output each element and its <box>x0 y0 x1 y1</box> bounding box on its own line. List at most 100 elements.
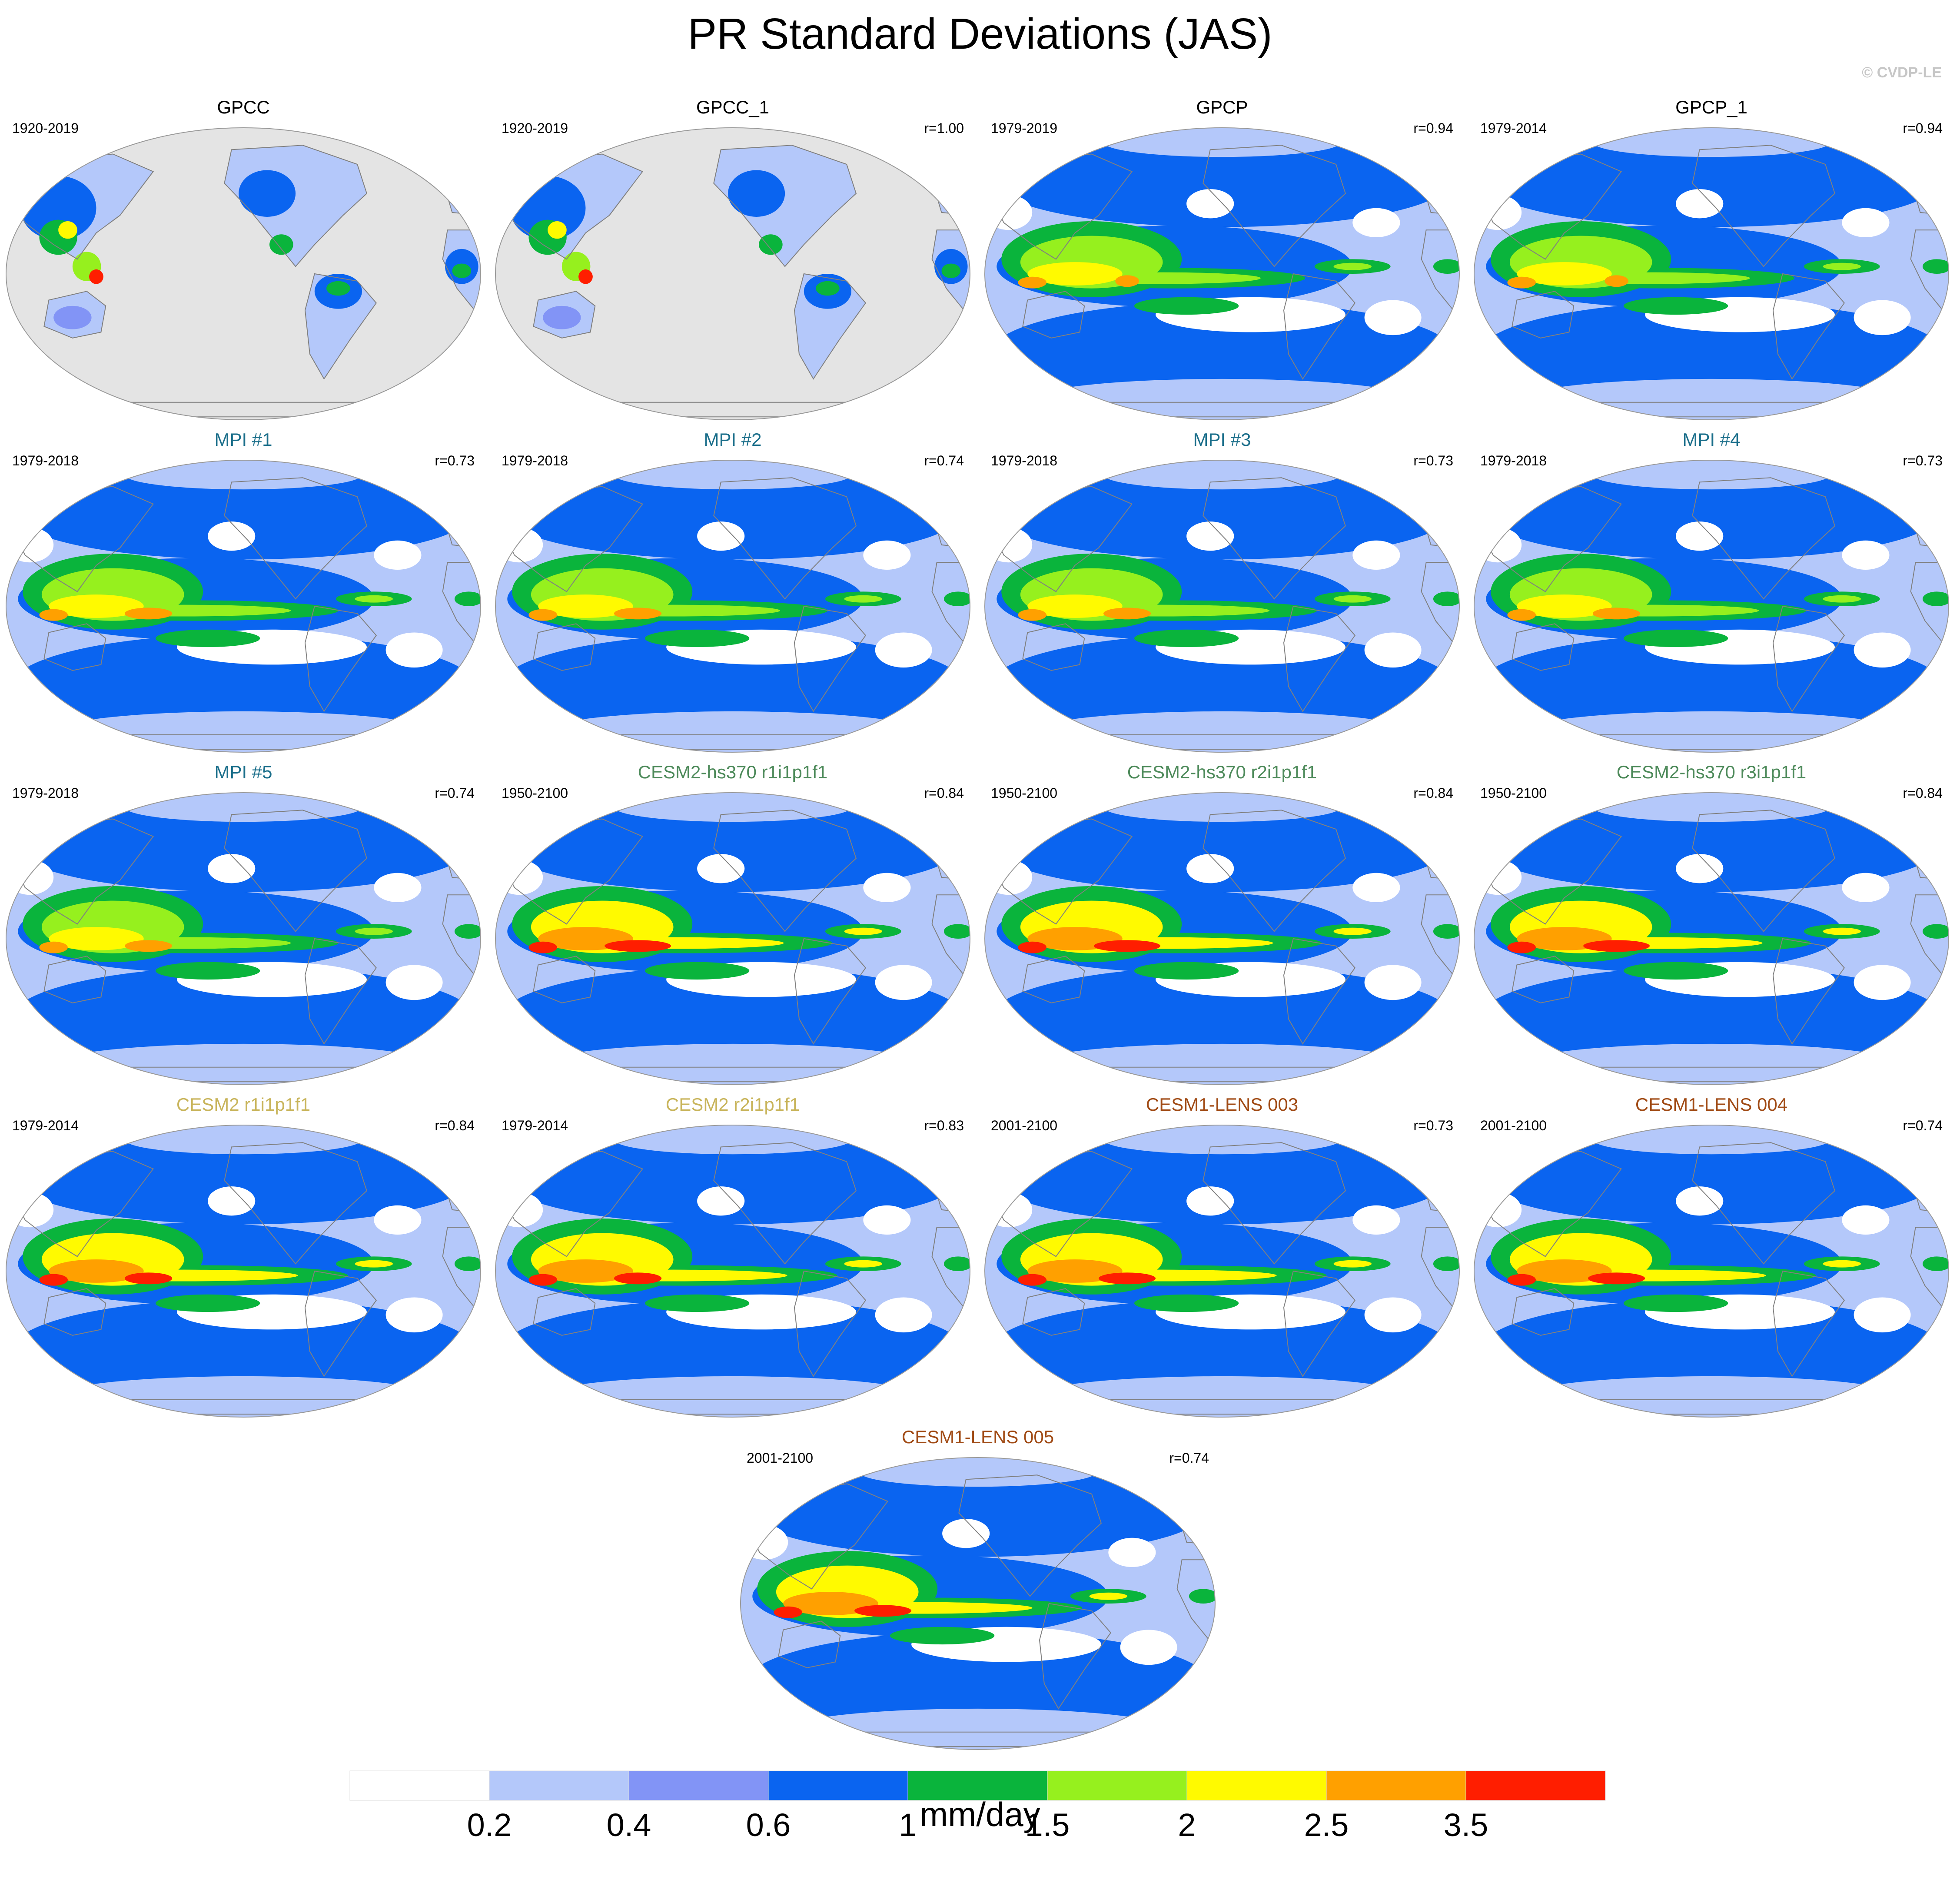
precip-map <box>984 460 1460 753</box>
precip-core <box>49 1259 144 1283</box>
precip-map <box>1474 460 1949 753</box>
coastline-australia <box>43 1288 106 1336</box>
panel-period: 1979-2014 <box>1480 120 1547 136</box>
precip-africa <box>943 591 970 607</box>
precip-max <box>39 941 68 953</box>
coastline-northAmerica <box>1692 810 1836 932</box>
coastline-australia <box>1022 623 1085 671</box>
precip-atlantic-itcz <box>355 1260 393 1268</box>
precip-australia <box>543 305 581 329</box>
precip-max <box>528 1274 557 1286</box>
dry-ne-pacific <box>1676 1186 1724 1216</box>
map-outline <box>495 1125 970 1418</box>
precip-max <box>1094 940 1161 952</box>
coastline-australia <box>533 623 596 671</box>
precip-core <box>1027 1259 1123 1283</box>
map-contours <box>495 460 970 752</box>
precip-max <box>1588 1272 1645 1285</box>
precip-core <box>1027 262 1123 286</box>
map-outline <box>495 460 970 753</box>
coastline-northAmerica <box>1692 145 1836 267</box>
dry-s-atlantic <box>1364 300 1422 335</box>
precip-south-band <box>1478 634 1944 739</box>
panel-title: GPCP_1 <box>1675 97 1747 117</box>
coastline-southAmerica <box>304 273 377 380</box>
map-panel: MPI #4 1979-2018 r=0.73 <box>1472 428 1950 758</box>
dry-n-atlantic <box>1842 208 1890 237</box>
precip-south-band <box>989 634 1455 739</box>
precip-south-band <box>1478 1298 1944 1404</box>
panel-period: 1979-2018 <box>12 453 79 468</box>
precip-max <box>39 1274 68 1286</box>
dry-asia <box>985 860 1033 895</box>
precip-map <box>740 1457 1216 1750</box>
panel-correlation: r=0.73 <box>1413 453 1453 468</box>
dry-ne-pacific <box>1186 189 1234 219</box>
precip-spcz <box>644 962 750 980</box>
precip-max <box>1507 276 1536 289</box>
precip-map <box>6 127 481 420</box>
map-outline <box>495 792 970 1085</box>
map-outline <box>1474 460 1949 753</box>
panel-period: 2001-2100 <box>747 1450 814 1466</box>
map-panel: CESM2-hs370 r1i1p1f1 1950-2100 r=0.84 <box>494 760 972 1091</box>
precip-max <box>1507 1274 1536 1286</box>
dry-ne-pacific <box>1186 521 1234 551</box>
coastline-southAmerica <box>794 938 867 1045</box>
precip-core <box>1517 1259 1612 1283</box>
coastline-southAmerica <box>1283 273 1356 380</box>
dry-asia <box>6 1192 54 1228</box>
precip-south-band <box>500 1298 966 1404</box>
precip-spcz <box>1623 1294 1728 1312</box>
precip-spcz <box>1623 629 1728 647</box>
precip-atlantic-itcz <box>844 1260 882 1268</box>
precip-south-polar <box>1521 1043 1901 1085</box>
precip-namerica <box>728 170 785 217</box>
precip-spcz <box>1623 962 1728 980</box>
precip-max <box>605 940 671 952</box>
precip-max <box>1103 608 1151 620</box>
map-outline <box>984 127 1460 420</box>
coastline-australia <box>1512 1288 1575 1336</box>
map-outline <box>6 792 481 1085</box>
panel-correlation: r=0.74 <box>1903 1118 1943 1133</box>
precip-asia <box>548 221 567 239</box>
panel-period: 1979-2019 <box>991 120 1058 136</box>
coastline-southAmerica <box>1772 605 1845 712</box>
panel-correlation: r=0.74 <box>924 453 964 468</box>
precip-map <box>1474 792 1949 1085</box>
map-panel: CESM2 r1i1p1f1 1979-2014 r=0.84 <box>4 1093 482 1423</box>
coastline-southAmerica <box>1283 605 1356 712</box>
precip-north-polar <box>1593 128 1830 157</box>
precip-north-polar <box>614 793 851 822</box>
panel-title: CESM2 r2i1p1f1 <box>665 1094 800 1115</box>
coastline-northAmerica <box>713 145 857 267</box>
coastline-northAmerica <box>958 1474 1102 1597</box>
dry-s-atlantic <box>1854 300 1911 335</box>
dry-asia <box>1474 527 1522 563</box>
dry-asia <box>985 1192 1033 1228</box>
precip-atlantic-itcz <box>355 595 393 603</box>
panel-correlation: r=0.73 <box>435 453 475 468</box>
precip-africa <box>1433 259 1459 274</box>
map-contours <box>1474 128 1949 420</box>
precip-australia <box>53 305 92 329</box>
precip-core <box>1517 262 1612 286</box>
map-outline <box>984 1125 1460 1418</box>
precip-map <box>6 460 481 753</box>
precip-south-polar <box>1521 379 1901 420</box>
precip-max <box>614 1272 662 1285</box>
panel-correlation: r=0.74 <box>435 785 475 801</box>
coastline-northAmerica <box>224 145 368 267</box>
coastline-northAmerica <box>1203 477 1346 600</box>
precip-north-polar <box>1593 460 1830 490</box>
coastline-southAmerica <box>794 605 867 712</box>
map-panel: GPCC_1 1920-2019 r=1.00 <box>494 96 972 426</box>
precip-africa <box>1922 924 1949 939</box>
precip-map <box>984 127 1460 420</box>
panel-title: CESM1-LENS 003 <box>1146 1094 1299 1115</box>
panel-title: MPI #1 <box>214 429 272 450</box>
precip-atlantic-itcz <box>1823 1260 1861 1268</box>
precip-south-polar <box>53 711 433 752</box>
precip-core <box>538 594 633 618</box>
